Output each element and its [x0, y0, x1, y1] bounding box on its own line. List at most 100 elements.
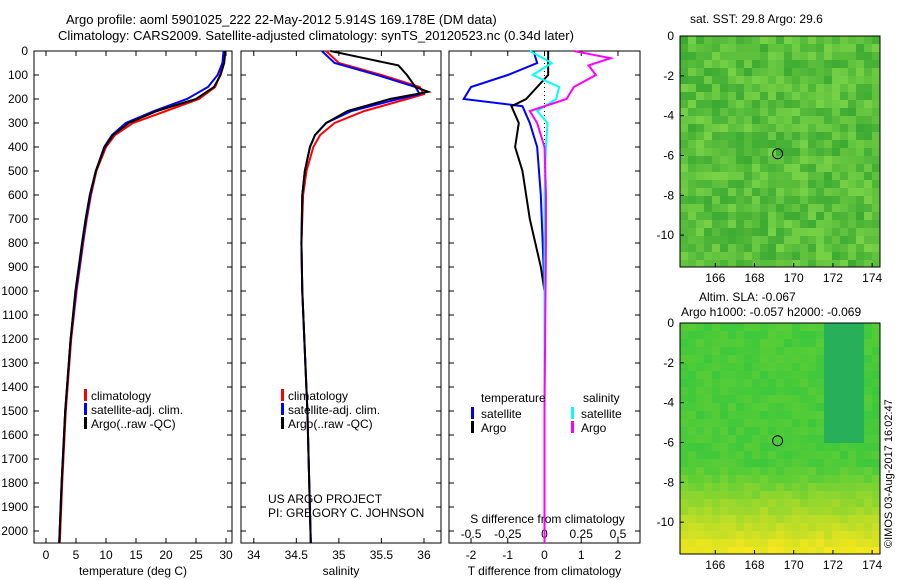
map-cell	[768, 196, 776, 204]
map-cell	[688, 419, 696, 427]
map-cell	[720, 411, 728, 419]
legend-label: Argo	[481, 421, 507, 435]
map-cell	[760, 491, 768, 499]
map-cell	[688, 387, 696, 395]
map-cell	[832, 347, 840, 355]
map-cell	[752, 116, 760, 124]
x-tick-label: 15	[129, 548, 143, 562]
map-cell	[712, 188, 720, 196]
map-cell	[744, 339, 752, 347]
map-cell	[872, 499, 880, 507]
map-cell	[808, 204, 816, 212]
map-cell	[688, 60, 696, 68]
map-cell	[704, 483, 712, 491]
map-cell	[728, 363, 736, 371]
map-cell	[696, 132, 704, 140]
map-cell	[696, 108, 704, 116]
map-cell	[688, 52, 696, 60]
map-cell	[872, 236, 880, 244]
map-cell	[840, 387, 848, 395]
map-cell	[848, 116, 856, 124]
map-cell	[768, 164, 776, 172]
map-cell	[808, 515, 816, 523]
map-cell	[816, 363, 824, 371]
map-cell	[872, 44, 880, 52]
map-cell	[712, 228, 720, 236]
map-cell	[712, 523, 720, 531]
map-cell	[768, 475, 776, 483]
map-cell	[720, 355, 728, 363]
map-cell	[872, 467, 880, 475]
map-cell	[832, 140, 840, 148]
map-cell	[760, 172, 768, 180]
map-cell	[816, 60, 824, 68]
map-cell	[784, 204, 792, 212]
map-cell	[712, 355, 720, 363]
map-cell	[792, 539, 800, 547]
map-cell	[744, 60, 752, 68]
map-cell	[712, 212, 720, 220]
map-cell	[792, 228, 800, 236]
map-cell	[808, 395, 816, 403]
map-cell	[752, 435, 760, 443]
map-cell	[800, 403, 808, 411]
map-cell	[768, 499, 776, 507]
map-cell	[720, 363, 728, 371]
map-cell	[864, 220, 872, 228]
map-frame	[679, 322, 881, 555]
map-cell	[864, 52, 872, 60]
map-cell	[712, 116, 720, 124]
map-cell	[840, 52, 848, 60]
x-tick-label: 30	[219, 548, 233, 562]
map-cell	[848, 515, 856, 523]
map-cell	[768, 395, 776, 403]
map-cell	[784, 156, 792, 164]
map-cell	[848, 323, 856, 331]
map-cell	[704, 44, 712, 52]
map-cell	[728, 515, 736, 523]
map-cell	[872, 100, 880, 108]
map-cell	[808, 44, 816, 52]
map-cell	[696, 499, 704, 507]
map-cell	[784, 52, 792, 60]
map-cell	[872, 339, 880, 347]
map-cell	[856, 387, 864, 395]
map-cell	[816, 212, 824, 220]
map-cell	[848, 100, 856, 108]
map-cell	[824, 379, 832, 387]
map-cell	[744, 236, 752, 244]
map-cell	[696, 244, 704, 252]
map-cell	[792, 547, 800, 554]
map-cell	[768, 204, 776, 212]
map-cell	[792, 499, 800, 507]
map-cell	[800, 379, 808, 387]
map-cell	[768, 459, 776, 467]
map-cell	[696, 172, 704, 180]
map-cell	[792, 156, 800, 164]
map-cell	[744, 547, 752, 554]
map-cell	[736, 547, 744, 554]
legend-label: satellite-adj. clim.	[288, 403, 380, 417]
map-cell	[712, 156, 720, 164]
map-cell	[808, 355, 816, 363]
map-cell	[760, 475, 768, 483]
map-cell	[744, 108, 752, 116]
map-cell	[760, 36, 768, 44]
map-cell	[760, 156, 768, 164]
map-cell	[808, 260, 816, 267]
map-cell	[824, 323, 832, 331]
map-cell	[744, 467, 752, 475]
map-cell	[736, 507, 744, 515]
map-cell	[840, 92, 848, 100]
map-cell	[688, 443, 696, 451]
map-cell	[816, 411, 824, 419]
map-cell	[864, 323, 872, 331]
map-cell	[744, 491, 752, 499]
map-cell	[768, 491, 776, 499]
map-cell	[816, 483, 824, 491]
map-cell	[720, 108, 728, 116]
map-cell	[768, 92, 776, 100]
map-cell	[704, 443, 712, 451]
map-cell	[728, 236, 736, 244]
